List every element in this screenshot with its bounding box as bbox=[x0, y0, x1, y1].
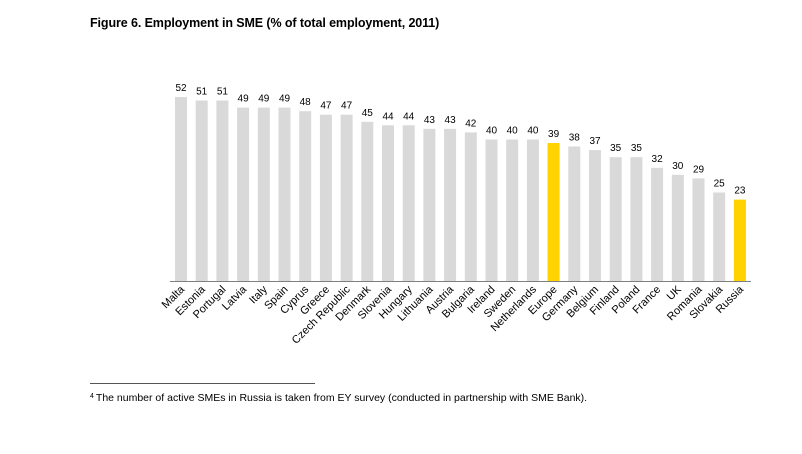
data-label-bulgaria: 42 bbox=[465, 118, 477, 129]
tick-label-latvia: Latvia bbox=[220, 283, 250, 313]
data-label-czech-republic: 47 bbox=[341, 101, 353, 112]
data-label-spain: 49 bbox=[279, 94, 291, 105]
data-label-russia: 23 bbox=[734, 186, 746, 197]
data-label-france: 32 bbox=[652, 154, 664, 165]
bar-france bbox=[651, 167, 664, 281]
bar-russia bbox=[733, 199, 746, 281]
bar-sweden bbox=[506, 139, 519, 281]
data-label-belgium: 37 bbox=[589, 136, 601, 147]
bar-belgium bbox=[589, 150, 601, 281]
data-label-hungary: 44 bbox=[403, 111, 415, 122]
bar-malta bbox=[175, 97, 187, 281]
data-label-romania: 29 bbox=[693, 164, 705, 175]
bar-portugal bbox=[216, 100, 229, 281]
data-label-ireland: 40 bbox=[486, 126, 498, 137]
bar-romania bbox=[692, 178, 705, 281]
chart-title: Figure 6. Employment in SME (% of total … bbox=[90, 16, 440, 30]
bar-italy bbox=[257, 107, 270, 281]
data-label-malta: 52 bbox=[175, 83, 187, 94]
data-label-italy: 49 bbox=[258, 94, 270, 105]
data-label-estonia: 51 bbox=[196, 87, 208, 98]
bar-bulgaria bbox=[464, 132, 477, 281]
bar-netherlands bbox=[526, 139, 539, 281]
data-label-finland: 35 bbox=[610, 143, 622, 154]
data-label-latvia: 49 bbox=[238, 94, 250, 105]
bar-finland bbox=[609, 157, 622, 281]
bar-uk bbox=[671, 174, 684, 281]
bar-latvia bbox=[237, 107, 250, 281]
data-label-lithuania: 43 bbox=[424, 115, 436, 126]
bar-austria bbox=[444, 128, 457, 281]
footnote-marker: 4 bbox=[90, 393, 94, 400]
data-label-greece: 47 bbox=[320, 101, 332, 112]
bar-ireland bbox=[485, 139, 498, 281]
data-label-uk: 30 bbox=[672, 161, 684, 172]
bar-germany bbox=[568, 146, 581, 281]
bar-estonia bbox=[195, 100, 208, 281]
footnote-text: The number of active SMEs in Russia is t… bbox=[95, 392, 588, 404]
bar-slovakia bbox=[713, 192, 726, 281]
data-label-poland: 35 bbox=[631, 143, 643, 154]
footnote-divider bbox=[90, 383, 315, 384]
bar-poland bbox=[630, 157, 643, 281]
bar-chart: 52Malta51Estonia51Portugal49Latvia49Ital… bbox=[160, 83, 751, 347]
bar-greece bbox=[319, 114, 332, 281]
bar-cyprus bbox=[299, 111, 312, 281]
data-label-austria: 43 bbox=[445, 115, 457, 126]
bar-spain bbox=[278, 107, 291, 281]
bar-czech-republic bbox=[340, 114, 353, 281]
bar-slovenia bbox=[382, 125, 394, 281]
bar-hungary bbox=[402, 125, 415, 281]
data-label-slovakia: 25 bbox=[714, 179, 726, 190]
footnote: 4 The number of active SMEs in Russia is … bbox=[90, 392, 587, 404]
bar-europe bbox=[547, 143, 560, 281]
data-label-denmark: 45 bbox=[362, 108, 374, 119]
data-label-netherlands: 40 bbox=[527, 126, 539, 137]
data-label-europe: 39 bbox=[548, 129, 560, 140]
bar-lithuania bbox=[423, 128, 436, 281]
data-label-germany: 38 bbox=[569, 133, 581, 144]
data-label-portugal: 51 bbox=[217, 87, 229, 98]
data-label-sweden: 40 bbox=[507, 126, 519, 137]
data-label-cyprus: 48 bbox=[300, 97, 312, 108]
bar-denmark bbox=[361, 121, 374, 281]
data-label-slovenia: 44 bbox=[382, 111, 394, 122]
